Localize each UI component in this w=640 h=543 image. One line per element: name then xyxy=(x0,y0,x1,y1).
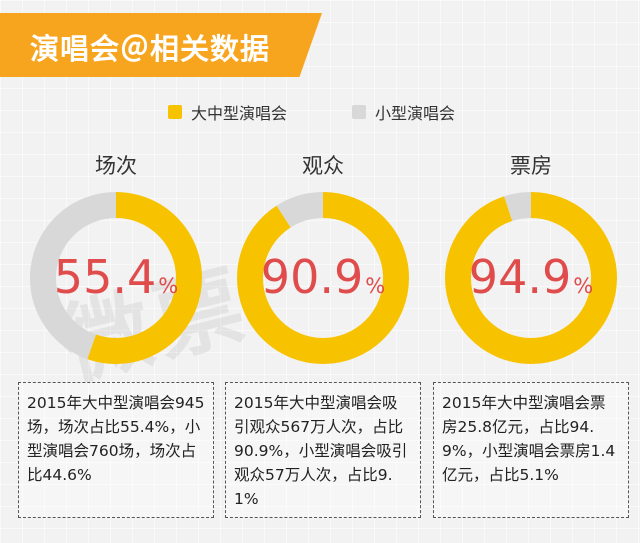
percent-value: 90.9 xyxy=(260,250,364,304)
donut-chart-audience xyxy=(237,192,409,364)
chart-title: 观众 xyxy=(302,154,344,178)
donut-chart-boxoffice xyxy=(445,192,617,364)
legend-swatch-major xyxy=(168,105,182,119)
description-box: 2015年大中型演唱会945场，场次占比55.4%，小型演唱会760场，场次占比… xyxy=(18,382,214,518)
percent-label: 90.9% xyxy=(225,250,421,304)
donut-slice-minor xyxy=(237,192,409,364)
title-banner xyxy=(0,13,322,77)
legend-item-minor: 小型演唱会 xyxy=(352,100,455,124)
page-title: 演唱会＠相关数据 xyxy=(30,32,271,66)
percent-sign: % xyxy=(365,274,386,298)
legend: 大中型演唱会 小型演唱会 xyxy=(0,100,640,124)
percent-label: 94.9% xyxy=(433,250,629,304)
legend-label-minor: 小型演唱会 xyxy=(375,104,456,123)
percent-label: 55.4% xyxy=(18,250,214,304)
percent-sign: % xyxy=(573,274,594,298)
donut-slice-minor xyxy=(445,192,617,364)
percent-value: 94.9 xyxy=(468,250,572,304)
legend-label-major: 大中型演唱会 xyxy=(191,104,288,123)
description-box: 2015年大中型演唱会票房25.8亿元，占比94.9%，小型演唱会票房1.4亿元… xyxy=(433,382,629,518)
percent-value: 55.4 xyxy=(53,250,157,304)
chart-title: 场次 xyxy=(95,154,137,178)
donut-chart-sessions xyxy=(30,192,202,364)
percent-sign: % xyxy=(158,274,179,298)
legend-item-major: 大中型演唱会 xyxy=(168,100,287,124)
description-box: 2015年大中型演唱会吸引观众567万人次，占比90.9%，小型演唱会吸引观众5… xyxy=(225,382,421,518)
legend-swatch-minor xyxy=(352,105,366,119)
donut-slice-minor xyxy=(30,192,202,364)
chart-title: 票房 xyxy=(510,154,552,178)
